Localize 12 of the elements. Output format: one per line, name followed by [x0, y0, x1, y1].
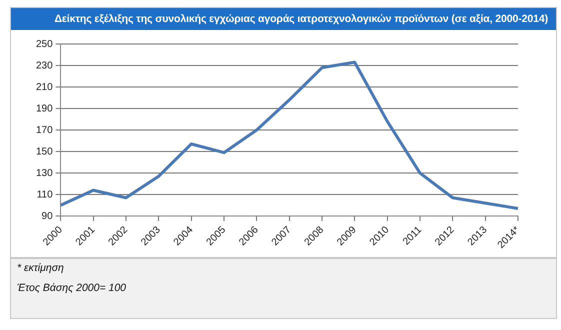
y-tick-label: 210 [36, 82, 54, 93]
y-tick-label: 230 [36, 60, 54, 72]
y-tick-label: 150 [36, 146, 54, 158]
y-tick-label: 250 [36, 38, 54, 50]
y-tick-label: 190 [36, 103, 54, 114]
text: Έτος Βάσης 2000= 100 [17, 282, 128, 294]
y-tick-label: 90 [42, 210, 54, 222]
text: * εκτίμηση [17, 262, 65, 274]
chart-title: Δείκτης εξέλιξης της συνολικής εγχώριας αγοράς ιατροτεχνολογικών προϊόντων (σε αξία, 2000-2014) [11, 8, 556, 30]
y-tick-label: 130 [36, 168, 54, 179]
y-tick-label: 170 [36, 124, 54, 136]
y-tick-label: 110 [36, 189, 54, 200]
